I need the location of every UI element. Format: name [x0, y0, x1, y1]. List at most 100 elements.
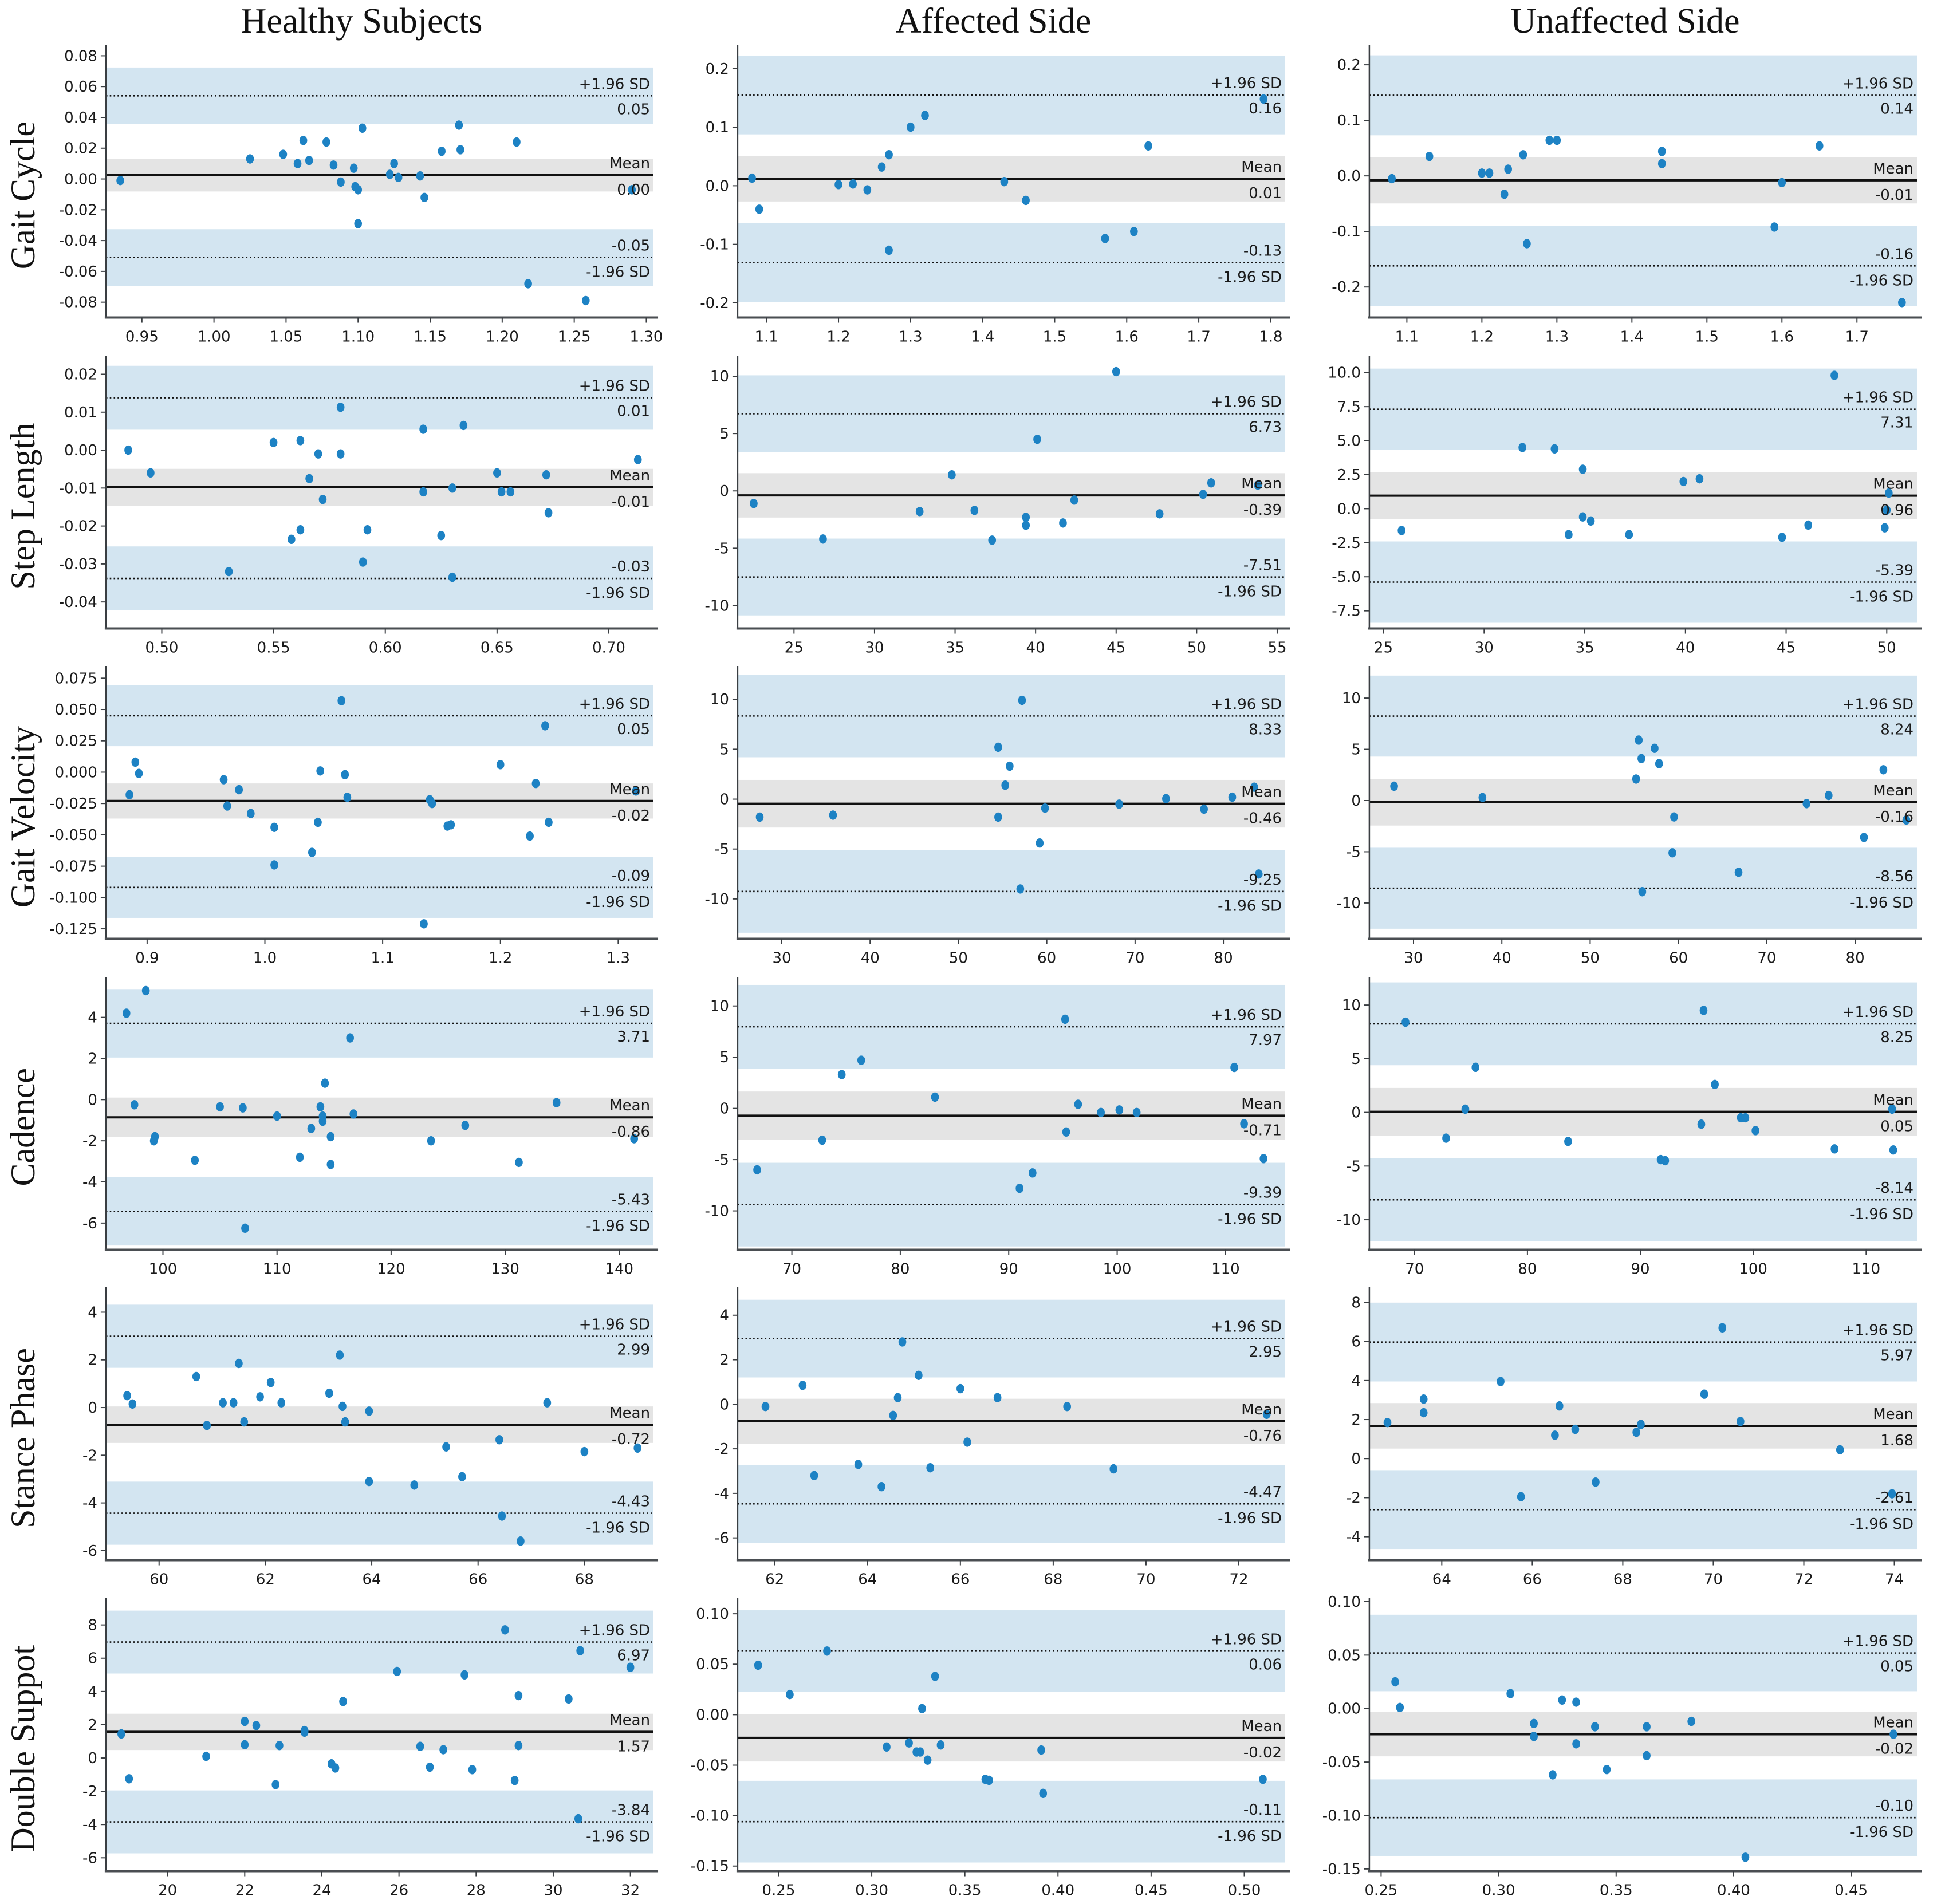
lower-loa-value: -5.43 — [612, 1191, 650, 1208]
data-point — [1061, 1014, 1069, 1023]
x-tick-label: 32 — [621, 1882, 640, 1899]
data-point — [918, 1704, 926, 1713]
x-tick-label: 68 — [1613, 1571, 1632, 1588]
lower-loa-value: -4.47 — [1243, 1484, 1282, 1501]
x-tick-label: 1.05 — [270, 329, 303, 346]
data-point — [1700, 1006, 1708, 1015]
data-point — [239, 1103, 247, 1112]
x-tick-label: 26 — [389, 1882, 408, 1899]
y-tick-label: -4 — [82, 1174, 97, 1191]
x-tick-label: 1.15 — [414, 329, 447, 346]
row-label-text: Cadence — [3, 1068, 43, 1186]
y-tick-label: -0.15 — [691, 1858, 729, 1875]
data-point — [235, 1359, 243, 1368]
data-point — [327, 1132, 335, 1141]
data-point — [1804, 520, 1812, 529]
data-point — [223, 801, 231, 810]
x-tick-label: 0.60 — [369, 639, 402, 656]
mean-value: -0.86 — [612, 1124, 650, 1141]
data-point — [332, 1763, 340, 1772]
y-tick-label: -10 — [1336, 1212, 1360, 1229]
lower-loa-label: -1.96 SD — [1849, 1824, 1914, 1841]
x-tick-label: 1.2 — [826, 329, 850, 346]
x-tick-label: 130 — [491, 1260, 519, 1278]
plot-area — [1369, 1303, 1917, 1549]
x-tick-label: 28 — [467, 1882, 486, 1899]
data-point — [416, 1741, 424, 1751]
data-point — [497, 760, 505, 769]
upper-loa-label: +1.96 SD — [579, 377, 650, 395]
data-point — [1070, 495, 1078, 504]
data-point — [442, 1442, 450, 1452]
y-tick-label: -5 — [714, 841, 729, 858]
data-point — [337, 178, 345, 187]
column-title-affected-side: Affected Side — [678, 0, 1309, 40]
data-point — [994, 743, 1002, 752]
x-tick-label: 70 — [1405, 1260, 1424, 1278]
lower-loa-label: -1.96 SD — [1218, 898, 1282, 915]
upper-loa-value: 0.14 — [1880, 100, 1914, 117]
data-point — [1558, 1695, 1566, 1704]
data-point — [419, 487, 427, 496]
y-tick-label: 6 — [1351, 1334, 1361, 1351]
y-tick-label: -0.2 — [1332, 279, 1361, 296]
y-tick-label: 0.2 — [706, 61, 729, 78]
x-tick-label: 90 — [1631, 1260, 1650, 1278]
x-tick-label: 1.6 — [1770, 329, 1794, 346]
y-tick-label: 0.02 — [64, 366, 97, 383]
upper-loa-value: 8.24 — [1880, 722, 1914, 739]
y-tick-label: 0.0 — [706, 178, 729, 195]
data-point — [1553, 136, 1561, 145]
data-point — [314, 818, 322, 827]
upper-loa-value: 0.05 — [617, 101, 650, 118]
y-tick-label: 0.1 — [1337, 112, 1361, 129]
upper-loa-label: +1.96 SD — [1842, 696, 1914, 713]
x-tick-label: 0.9 — [135, 950, 159, 967]
data-point — [1259, 1154, 1267, 1163]
plot-area — [738, 366, 1285, 615]
data-point — [1830, 1144, 1838, 1153]
y-tick-label: -0.1 — [700, 236, 729, 254]
data-point — [1668, 848, 1676, 857]
x-tick-label: 0.30 — [1482, 1882, 1515, 1899]
lower-loa-label: -1.96 SD — [1218, 1211, 1282, 1228]
data-point — [864, 185, 872, 194]
upper-loa-value: 0.05 — [1880, 1658, 1914, 1675]
y-tick-label: 0.050 — [55, 701, 97, 719]
data-point — [1116, 1105, 1124, 1114]
data-point — [834, 180, 842, 189]
data-point — [275, 1741, 284, 1750]
data-point — [1229, 793, 1237, 802]
y-tick-label: -0.05 — [1322, 1754, 1361, 1771]
x-tick-label: 0.50 — [1228, 1882, 1261, 1899]
lower-loa-value: -0.03 — [612, 558, 650, 575]
data-point — [849, 179, 857, 188]
upper-loa-value: 0.16 — [1249, 100, 1282, 117]
x-tick-label: 0.25 — [762, 1882, 796, 1899]
data-point — [1039, 1788, 1047, 1797]
x-tick-label: 0.40 — [1717, 1882, 1750, 1899]
data-point — [1687, 1716, 1695, 1725]
x-tick-label: 1.20 — [486, 329, 519, 346]
data-point — [1059, 518, 1067, 527]
data-point — [344, 793, 352, 802]
data-point — [907, 123, 915, 132]
data-point — [1478, 168, 1486, 178]
y-tick-label: 0 — [1351, 793, 1361, 810]
data-point — [1679, 476, 1687, 486]
x-tick-label: 68 — [575, 1571, 594, 1588]
x-tick-label: 64 — [363, 1571, 381, 1588]
plot-area — [106, 985, 653, 1245]
upper-loa-label: +1.96 SD — [1211, 1631, 1282, 1648]
upper-loa-value: 8.33 — [1249, 721, 1282, 738]
data-point — [240, 1417, 248, 1426]
upper-loa-label: +1.96 SD — [579, 696, 650, 713]
upper-loa-label: +1.96 SD — [579, 1003, 650, 1020]
data-point — [277, 1398, 285, 1408]
y-tick-label: -0.10 — [1322, 1807, 1361, 1824]
data-point — [1022, 521, 1030, 530]
data-point — [123, 1008, 131, 1018]
